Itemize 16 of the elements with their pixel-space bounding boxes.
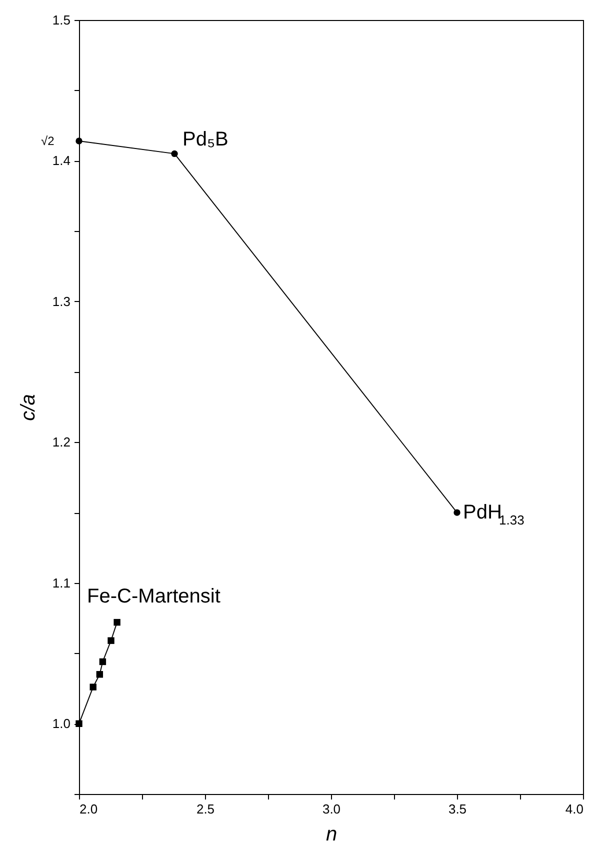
x-tick-label: 4.0 (565, 802, 584, 816)
x-tick-label: 3.0 (322, 802, 341, 816)
series-label: Fe-C-Martensit (87, 585, 221, 608)
y-tick-label: 1.5 (52, 12, 70, 28)
x-tick-label: 3.5 (448, 802, 467, 816)
x-tick-label: 2.5 (196, 802, 215, 816)
y-tick-label: 1.1 (52, 575, 70, 590)
annotation: Pd₅B (182, 128, 228, 151)
y-tick-label: 1.2 (52, 434, 70, 450)
y-tick-label: 1.4 (52, 153, 70, 168)
annotation: √2 (41, 134, 55, 148)
y-axis-title: c/a (17, 394, 40, 421)
y-tick-label: 1.3 (52, 294, 70, 309)
x-tick-label: 2.0 (80, 802, 98, 816)
x-axis-title: n (326, 824, 338, 846)
y-tick-label: 1.0 (52, 716, 70, 732)
